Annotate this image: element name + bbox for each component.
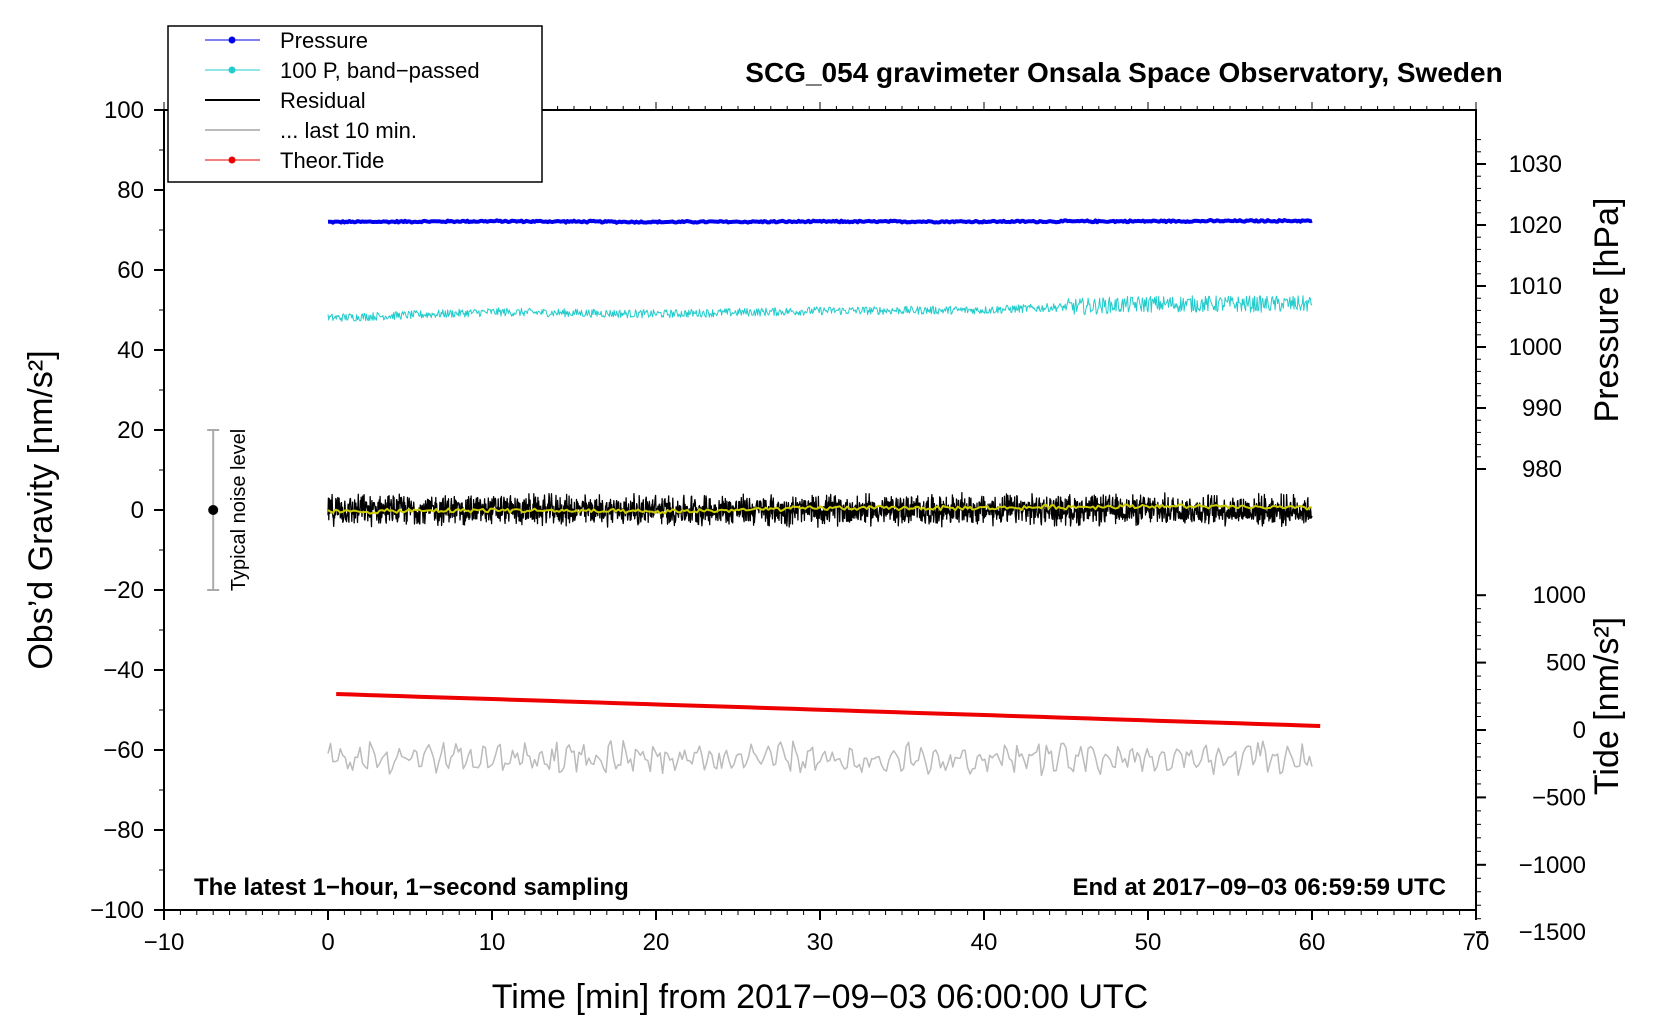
tide-tick-label: −500 — [1532, 784, 1586, 811]
x-tick-label: 70 — [1463, 929, 1490, 956]
series-residual — [327, 492, 1313, 528]
series-layer — [327, 218, 1321, 777]
legend-marker-pressure — [228, 36, 236, 44]
x-axis-title: Time [min] from 2017−09−03 06:00:00 UTC — [492, 978, 1148, 1016]
legend-item-last10: ... last 10 min. — [205, 118, 417, 143]
series-residual-smoothed — [327, 503, 1313, 515]
x-tick-label: 60 — [1299, 929, 1326, 956]
y-axis-left: 100 80 60 40 20 0 −20 −40 −60 −80 −100 — [90, 97, 164, 924]
y-tick-label: 100 — [104, 97, 144, 124]
tide-tick-label: −1000 — [1519, 852, 1586, 879]
legend-label-tide: Theor.Tide — [280, 148, 384, 173]
pressure-tick-label: 1000 — [1509, 334, 1562, 361]
y-tick-label: −20 — [103, 577, 144, 604]
x-tick-label: 0 — [321, 929, 334, 956]
series-last-10-min — [327, 740, 1313, 777]
legend-marker-bandpassed — [228, 66, 236, 74]
legend-item-tide: Theor.Tide — [205, 148, 384, 173]
legend-item-pressure: Pressure — [205, 28, 368, 53]
tide-tick-label: 0 — [1573, 717, 1586, 744]
y-tick-label: −40 — [103, 657, 144, 684]
tide-axis: 1000 500 0 −500 −1000 −1500 — [1476, 582, 1586, 946]
y-tick-label: 60 — [117, 257, 144, 284]
legend-marker-tide — [228, 156, 236, 164]
x-tick-label: 20 — [643, 929, 670, 956]
y-tick-label: −100 — [90, 897, 144, 924]
y-tick-label: 40 — [117, 337, 144, 364]
y-axis-title-tide: Tide [nm/s²] — [1588, 617, 1626, 795]
tide-tick-label: 500 — [1546, 650, 1586, 677]
legend-box — [167, 25, 543, 183]
chart-title: SCG_054 gravimeter Onsala Space Observat… — [745, 57, 1502, 88]
legend-label-bandpassed: 100 P, band−passed — [280, 58, 480, 83]
annotation-left: The latest 1−hour, 1−second sampling — [194, 874, 629, 901]
x-tick-label: 40 — [971, 929, 998, 956]
noise-level-label: Typical noise level — [228, 429, 250, 591]
y-tick-label: 20 — [117, 417, 144, 444]
pressure-tick-label: 1030 — [1509, 151, 1562, 178]
y-axis-title-left: Obs’d Gravity [nm/s²] — [22, 350, 60, 669]
noise-level-dot — [208, 505, 219, 515]
legend-label-residual: Residual — [280, 88, 366, 113]
y-axis-title-pressure: Pressure [hPa] — [1588, 198, 1626, 423]
legend-label-pressure: Pressure — [280, 28, 368, 53]
legend-item-bandpassed: 100 P, band−passed — [205, 58, 480, 83]
tide-tick-label: −1500 — [1519, 919, 1586, 946]
series-theor-tide — [336, 692, 1321, 728]
x-tick-label: 30 — [807, 929, 834, 956]
y-tick-label: 0 — [131, 497, 144, 524]
x-tick-label: 10 — [479, 929, 506, 956]
annotation-right: End at 2017−09−03 06:59:59 UTC — [1072, 874, 1446, 901]
pressure-tick-label: 990 — [1522, 395, 1562, 422]
pressure-tick-label: 1020 — [1509, 212, 1562, 239]
legend-item-residual: Residual — [205, 88, 366, 113]
y-tick-label: 80 — [117, 177, 144, 204]
pressure-tick-label: 1010 — [1509, 273, 1562, 300]
pressure-tick-label: 980 — [1522, 456, 1562, 483]
y-tick-label: −80 — [103, 817, 144, 844]
y-tick-label: −60 — [103, 737, 144, 764]
legend-label-last10: ... last 10 min. — [280, 118, 417, 143]
x-axis: −10 0 10 20 30 40 50 60 70 — [144, 910, 1490, 956]
series-bandpassed — [327, 295, 1313, 322]
tide-tick-label: 1000 — [1533, 582, 1586, 609]
series-pressure — [327, 218, 1313, 225]
x-tick-label: 50 — [1135, 929, 1162, 956]
x-tick-label: −10 — [144, 929, 185, 956]
pressure-axis: 1030 1020 1010 1000 990 980 — [1476, 139, 1562, 483]
noise-level-marker: Typical noise level — [207, 429, 250, 591]
legend: Pressure 100 P, band−passed Residual ...… — [167, 25, 543, 183]
